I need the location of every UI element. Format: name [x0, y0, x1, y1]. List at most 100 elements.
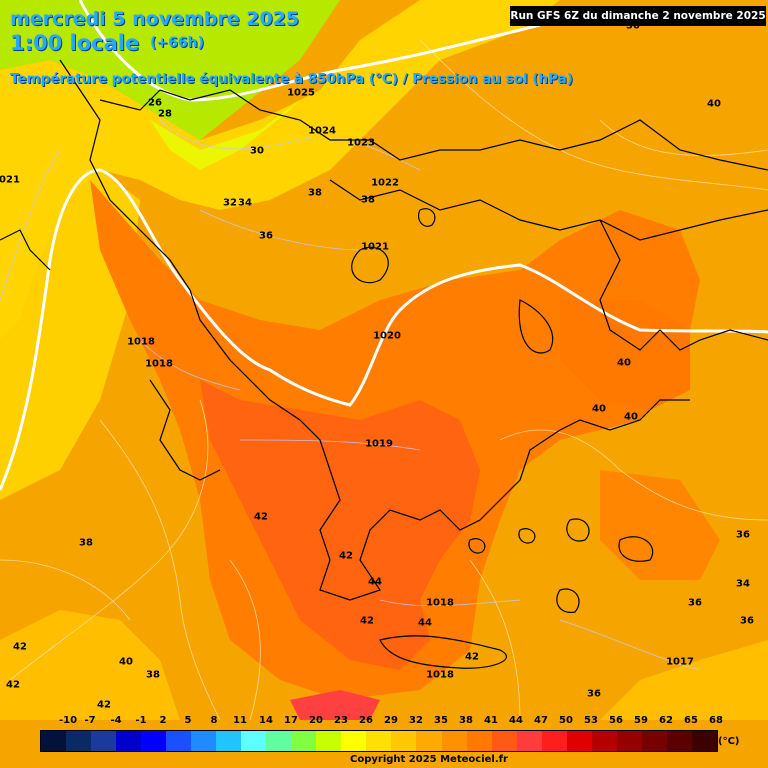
temp-label: 26: [148, 97, 162, 109]
legend-value: 14: [259, 715, 273, 726]
temp-label: 30: [626, 20, 640, 32]
temp-label: 36: [259, 230, 273, 242]
scale-swatch: [391, 731, 417, 751]
forecast-date: mercredi 5 novembre 2025: [10, 8, 300, 30]
pressure-label: 1023: [347, 137, 375, 149]
scale-swatch: [291, 731, 317, 751]
warmest-zone: [200, 380, 480, 670]
temp-label: 42: [13, 641, 27, 653]
map-subtitle: Température potentielle équivalente à 85…: [10, 71, 573, 87]
temp-label: 40: [617, 357, 631, 369]
scale-swatch: [191, 731, 217, 751]
pressure-label: 1017: [666, 656, 694, 668]
legend-value: 35: [434, 715, 448, 726]
south-east-yellow: [600, 640, 768, 720]
pressure-label: 1024: [308, 125, 336, 137]
scale-swatch: [616, 731, 642, 751]
legend-value: 20: [309, 715, 323, 726]
legend-value: 62: [659, 715, 673, 726]
pressure-label: 1020: [373, 330, 401, 342]
temp-label: 28: [158, 108, 172, 120]
temp-label: 36: [587, 688, 601, 700]
cold-zone-yellow: [0, 0, 560, 340]
pressure-label: 1018: [426, 669, 454, 681]
scale-swatch: [541, 731, 567, 751]
scale-swatch: [691, 731, 717, 751]
scale-swatch: [466, 731, 492, 751]
legend-value: 32: [409, 715, 423, 726]
scale-swatch: [166, 731, 192, 751]
pressure-label: 1022: [371, 177, 399, 189]
cold-zone-bright: [150, 70, 330, 170]
coastlines: [0, 59, 768, 669]
temp-label: 38: [361, 194, 375, 206]
scale-swatch: [441, 731, 467, 751]
temp-label: 38: [146, 669, 160, 681]
scale-swatch: [341, 731, 367, 751]
copyright: Copyright 2025 Meteociel.fr: [350, 754, 508, 765]
legend-value: 47: [534, 715, 548, 726]
scale-swatch: [141, 731, 167, 751]
legend-unit: (°C): [718, 736, 740, 747]
temp-label: 42: [360, 615, 374, 627]
legend-value: 26: [359, 715, 373, 726]
scale-swatch: [66, 731, 92, 751]
pressure-label: 1021: [361, 241, 389, 253]
temp-label: 40: [624, 411, 638, 423]
legend-value: 17: [284, 715, 298, 726]
legend-value: -10: [58, 715, 78, 726]
legend-value: 44: [509, 715, 523, 726]
pressure-label: 1025: [287, 87, 315, 99]
temp-label: 36: [740, 615, 754, 627]
legend-value: 53: [584, 715, 598, 726]
temp-label: 30: [250, 145, 264, 157]
pressure-label: 1021: [0, 174, 20, 186]
southwest-yellow: [0, 610, 180, 720]
scale-swatch: [216, 731, 242, 751]
pressure-label: 1018: [426, 597, 454, 609]
scale-swatch: [641, 731, 667, 751]
legend-value: 65: [684, 715, 698, 726]
scale-swatch: [366, 731, 392, 751]
legend-value: -1: [135, 715, 147, 726]
scale-swatch: [516, 731, 542, 751]
east-warm-zone: [560, 300, 690, 410]
legend-value: 59: [634, 715, 648, 726]
legend-value: -7: [84, 715, 96, 726]
legend-value: 41: [484, 715, 498, 726]
legend-value: 2: [159, 715, 167, 726]
scale-swatch: [116, 731, 142, 751]
scale-swatch: [491, 731, 517, 751]
legend-value: 5: [184, 715, 192, 726]
minor-isobars: [0, 119, 701, 671]
temp-label: 42: [6, 679, 20, 691]
temp-label: 38: [79, 537, 93, 549]
legend-value: 8: [210, 715, 218, 726]
legend-value: 38: [459, 715, 473, 726]
scale-swatch: [241, 731, 267, 751]
temp-label: 42: [97, 699, 111, 711]
forecast-offset: (+66h): [150, 35, 204, 51]
legend-value: 50: [559, 715, 573, 726]
scale-swatch: [566, 731, 592, 751]
pressure-label: 1018: [127, 336, 155, 348]
scale-swatch: [316, 731, 342, 751]
cold-zone-green: [0, 0, 340, 140]
southeast-warm: [600, 470, 720, 580]
temp-label: 40: [707, 98, 721, 110]
isobar-lines: [0, 0, 768, 491]
temp-label: 34: [736, 578, 750, 590]
temp-label: 36: [736, 529, 750, 541]
legend-value: 29: [384, 715, 398, 726]
south-hot-spot: [290, 690, 380, 720]
temp-label: 44: [368, 576, 382, 588]
temp-label: 42: [339, 550, 353, 562]
run-info: Run GFS 6Z du dimanche 2 novembre 2025: [510, 6, 766, 26]
temp-label: 42: [465, 651, 479, 663]
legend-value: 68: [709, 715, 723, 726]
legend-value: 56: [609, 715, 623, 726]
legend-value: 23: [334, 715, 348, 726]
temp-label: 38: [308, 187, 322, 199]
temp-label: 44: [418, 617, 432, 629]
